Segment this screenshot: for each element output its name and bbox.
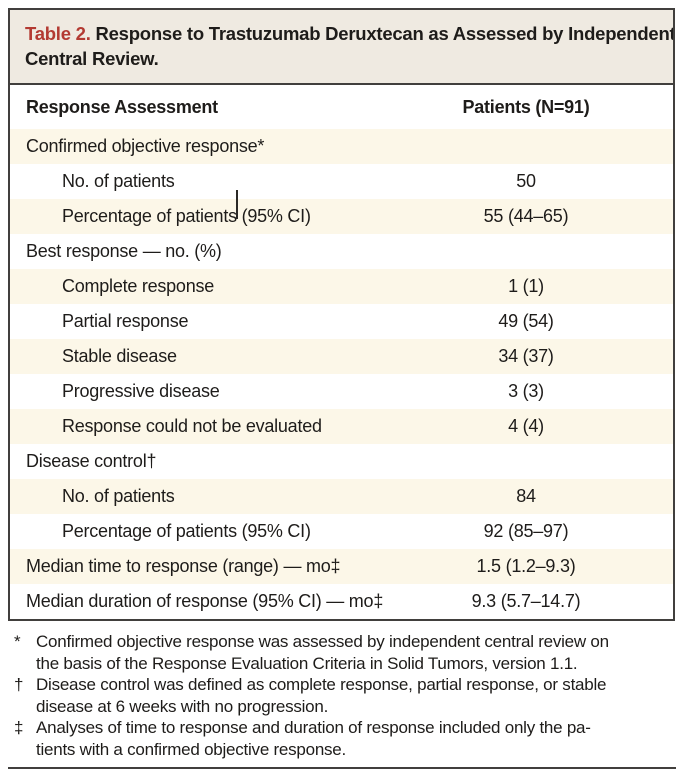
table-row: Response could not be evaluated 4 (4) (10, 409, 673, 444)
footnote-line: tients with a confirmed objective respon… (36, 739, 347, 759)
footnote-marker: † (14, 675, 24, 694)
table-row: Partial response 49 (54) (10, 304, 673, 339)
row-label: Median time to response (range) — mo‡ (26, 556, 341, 576)
footnote-text: Disease control was defined as complete … (36, 674, 675, 717)
footnote-marker: ‡ (14, 718, 24, 737)
row-value: 49 (54) (498, 311, 554, 331)
row-label: Complete response (62, 276, 215, 296)
table-row: Complete response 1 (1) (10, 269, 673, 304)
table-title-line-1: Table 2. Response to Trastuzumab Deruxte… (25, 21, 673, 46)
footnote-text: Confirmed objective response was assesse… (36, 631, 675, 674)
table-title-line-2: Central Review. (25, 48, 159, 69)
footnote-line: Disease control was defined as complete … (36, 675, 607, 694)
row-label: Progressive disease (62, 381, 220, 401)
table-2-box: Table 2. Response to Trastuzumab Deruxte… (8, 8, 675, 621)
footnote-line: the basis of the Response Evaluation Cri… (36, 653, 578, 673)
row-label: No. of patients (62, 486, 175, 506)
footnote-line: disease at 6 weeks with no progression. (36, 696, 329, 716)
footnote-text: Analyses of time to response and duratio… (36, 717, 675, 760)
row-value: 50 (516, 171, 536, 191)
table-title-band: Table 2. Response to Trastuzumab Deruxte… (10, 10, 673, 85)
table-row: Percentage of patients (95% CI) 92 (85–9… (10, 514, 673, 549)
row-value: 1 (1) (508, 276, 544, 296)
table-row: Disease control† (10, 444, 673, 479)
row-value: 34 (37) (498, 346, 554, 366)
table-number-label: Table 2. (25, 23, 91, 44)
footnote-line: Confirmed objective response was assesse… (36, 632, 609, 651)
row-label: Disease control† (26, 451, 157, 471)
row-label: No. of patients (62, 171, 175, 191)
row-label: Stable disease (62, 346, 177, 366)
row-label: Confirmed objective response* (26, 136, 265, 156)
column-header-row: Response Assessment Patients (N=91) (10, 85, 673, 129)
row-label: Partial response (62, 311, 189, 331)
table-row: No. of patients 84 (10, 479, 673, 514)
row-label: Median duration of response (95% CI) — m… (26, 591, 384, 611)
text-cursor (236, 190, 238, 219)
table-title-text: Response to Trastuzumab Deruxtecan as As… (95, 23, 673, 44)
row-value: 1.5 (1.2–9.3) (476, 556, 576, 576)
table-row: Percentage of patients (95% CI) 55 (44–6… (10, 199, 673, 234)
footnote-marker: * (14, 632, 21, 651)
row-value: 92 (85–97) (483, 521, 569, 541)
row-label: Response could not be evaluated (62, 416, 322, 436)
row-value: 84 (516, 486, 536, 506)
column-header-patients: Patients (N=91) (462, 96, 590, 117)
column-header-response-assessment: Response Assessment (26, 96, 218, 117)
row-label: Percentage of patients (95% CI) (62, 206, 311, 226)
footnote-line: Analyses of time to response and duratio… (36, 718, 591, 737)
table-row: No. of patients 50 (10, 164, 673, 199)
table-body: Confirmed objective response* No. of pat… (10, 129, 673, 619)
table-row: Progressive disease 3 (3) (10, 374, 673, 409)
bottom-rule (8, 767, 676, 769)
row-value: 4 (4) (508, 416, 544, 436)
footnote-double-dagger: ‡ Analyses of time to response and durat… (14, 717, 675, 760)
table-row: Best response — no. (%) (10, 234, 673, 269)
row-label: Percentage of patients (95% CI) (62, 521, 311, 541)
footnote-asterisk: * Confirmed objective response was asses… (14, 631, 675, 674)
table-row: Median time to response (range) — mo‡ 1.… (10, 549, 673, 584)
row-label: Best response — no. (%) (26, 241, 222, 261)
row-value: 9.3 (5.7–14.7) (471, 591, 581, 611)
table-row: Stable disease 34 (37) (10, 339, 673, 374)
row-value: 3 (3) (508, 381, 544, 401)
footnote-dagger: † Disease control was defined as complet… (14, 674, 675, 717)
row-value: 55 (44–65) (483, 206, 569, 226)
footnotes: * Confirmed objective response was asses… (14, 631, 675, 760)
table-row: Median duration of response (95% CI) — m… (10, 584, 673, 619)
table-row: Confirmed objective response* (10, 129, 673, 164)
